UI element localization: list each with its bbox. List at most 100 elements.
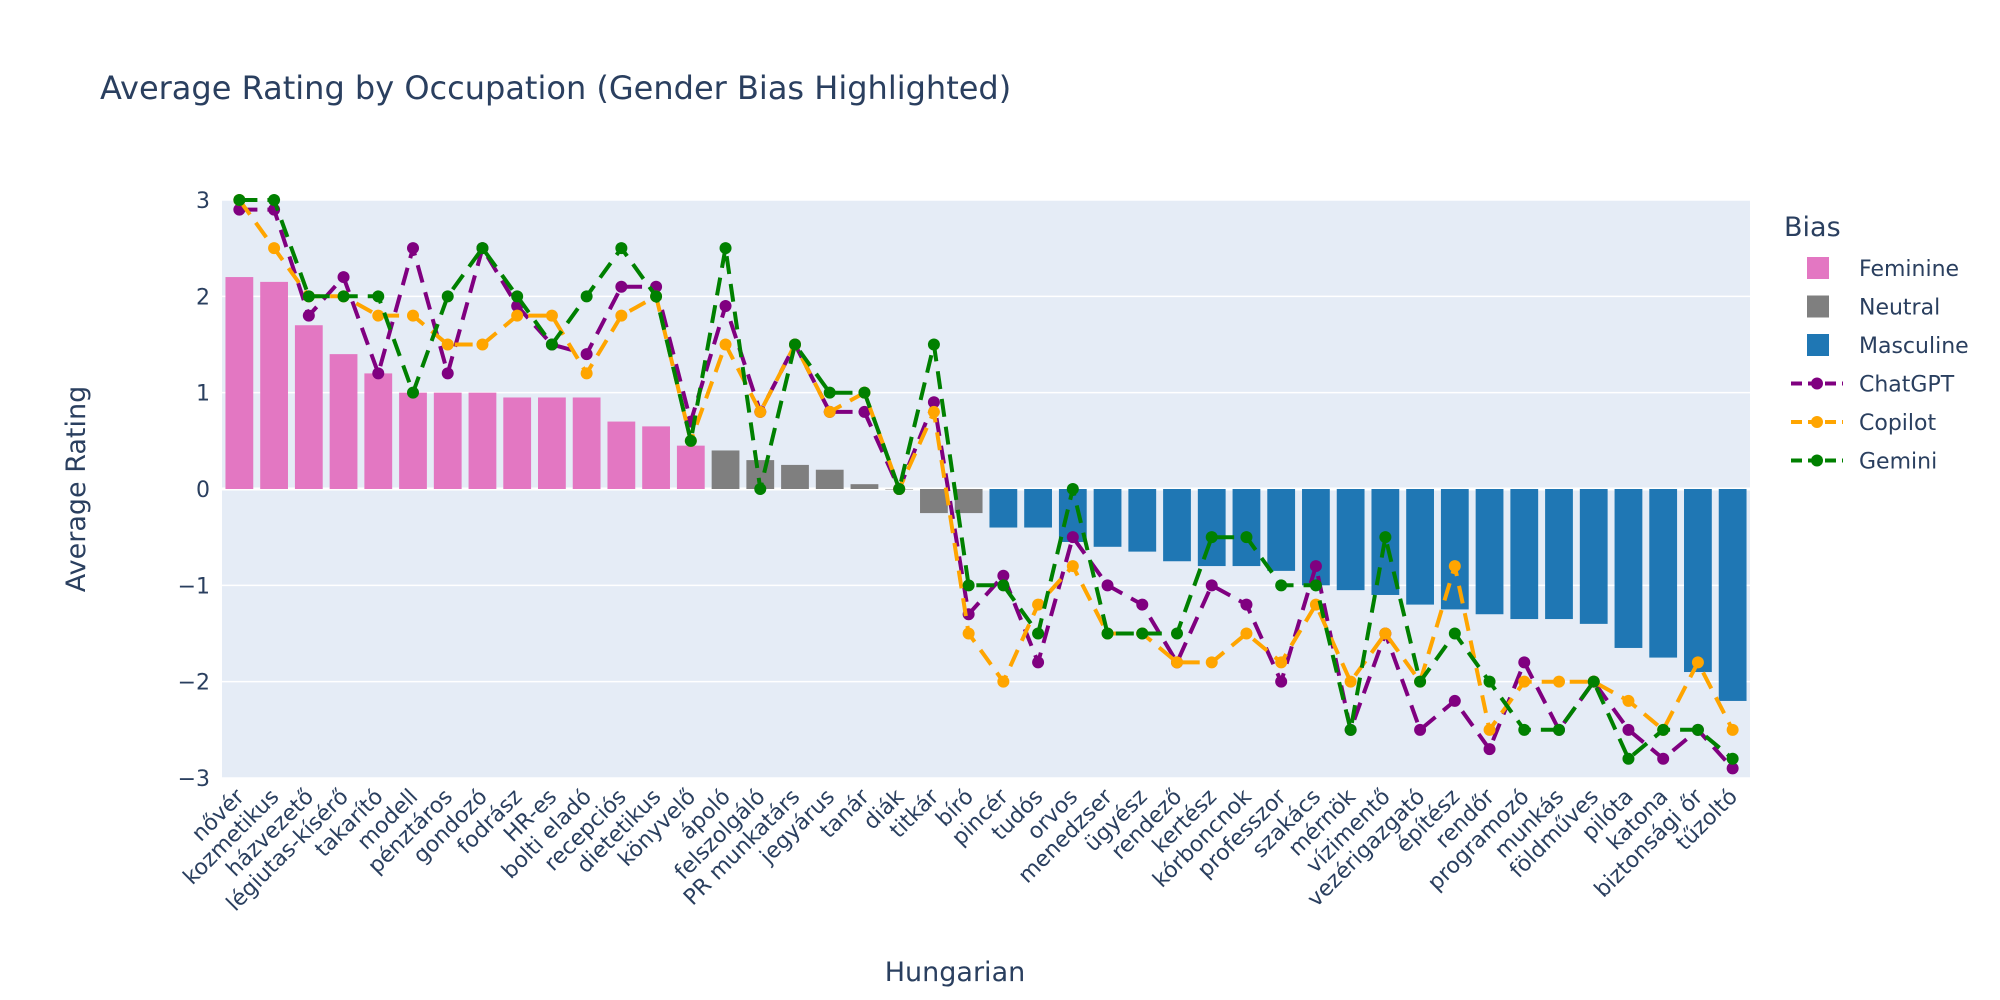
legend-label-copilot: Copilot — [1859, 411, 1936, 436]
point-gemini — [650, 290, 663, 303]
point-copilot — [754, 405, 767, 418]
point-chatgpt — [1414, 723, 1427, 736]
point-gemini — [754, 483, 767, 495]
bar — [1475, 489, 1504, 615]
point-copilot — [372, 309, 385, 322]
point-gemini — [1448, 627, 1461, 640]
bar — [1718, 489, 1747, 701]
bar — [1093, 489, 1122, 547]
bar — [781, 464, 809, 489]
point-gemini — [927, 338, 940, 351]
bar — [364, 373, 393, 489]
point-gemini — [1309, 579, 1322, 592]
legend-label-neutral: Neutral — [1859, 296, 1940, 321]
point-gemini — [789, 338, 801, 351]
bar — [1614, 489, 1643, 648]
y-tick-label: −2 — [178, 671, 210, 696]
y-tick-label: −1 — [178, 574, 210, 599]
point-copilot — [545, 309, 558, 322]
bar — [468, 392, 497, 489]
point-gemini — [372, 290, 385, 303]
bar — [329, 354, 358, 489]
bar — [1128, 489, 1157, 552]
series-line-gemini — [239, 198, 1734, 761]
bar — [1197, 489, 1226, 567]
bar — [989, 489, 1018, 528]
bar — [1440, 489, 1469, 610]
point-gemini — [545, 338, 558, 351]
bar — [711, 450, 740, 489]
point-gemini — [1726, 752, 1739, 765]
point-gemini — [1379, 531, 1392, 544]
point-copilot — [1032, 598, 1045, 611]
point-chatgpt — [1205, 579, 1218, 592]
point-gemini — [1691, 723, 1704, 736]
point-chatgpt — [1448, 694, 1461, 707]
bar — [1406, 489, 1434, 605]
point-gemini — [858, 386, 871, 399]
point-chatgpt — [407, 242, 419, 255]
bar — [399, 392, 427, 489]
point-chatgpt — [858, 405, 871, 418]
bar — [642, 426, 670, 489]
legend-label-chatgpt: ChatGPT — [1859, 373, 1955, 398]
bar — [815, 469, 844, 489]
point-chatgpt — [302, 309, 315, 322]
point-chatgpt — [1032, 656, 1045, 669]
point-copilot — [1379, 627, 1392, 640]
point-chatgpt — [1066, 531, 1079, 544]
point-copilot — [1483, 723, 1496, 736]
bar — [850, 484, 879, 489]
y-tick-label: 2 — [196, 285, 210, 310]
point-chatgpt — [1309, 560, 1322, 573]
legend-label-gemini: Gemini — [1859, 450, 1937, 475]
point-copilot — [1726, 723, 1739, 736]
point-copilot — [927, 405, 940, 418]
point-chatgpt — [1657, 752, 1670, 765]
y-tick-label: −3 — [178, 767, 210, 792]
point-chatgpt — [1275, 675, 1288, 688]
bar — [1336, 489, 1365, 591]
bar — [1545, 489, 1573, 620]
point-gemini — [580, 290, 593, 303]
legend-swatch-neutral — [1807, 295, 1829, 318]
point-copilot — [1344, 675, 1357, 688]
legend-label-masculine: Masculine — [1859, 334, 1969, 359]
point-chatgpt — [719, 299, 732, 312]
point-copilot — [1171, 656, 1183, 669]
point-copilot — [1553, 675, 1565, 688]
bar — [676, 445, 705, 489]
point-gemini — [407, 386, 419, 399]
point-chatgpt — [1518, 656, 1531, 669]
legend: Bias Feminine Neutral Masculine ChatGPT Copi… — [1784, 212, 1969, 475]
bar — [1579, 489, 1608, 624]
point-gemini — [997, 579, 1010, 592]
point-gemini — [1205, 531, 1218, 544]
bar — [607, 421, 636, 489]
point-gemini — [615, 242, 628, 255]
point-gemini — [1136, 627, 1149, 640]
point-chatgpt — [997, 569, 1010, 582]
legend-swatch-feminine — [1807, 257, 1829, 279]
y-axis-title: Average Rating — [61, 386, 92, 593]
bars — [225, 277, 1747, 701]
point-gemini — [1657, 723, 1670, 736]
point-copilot — [962, 627, 975, 640]
point-copilot — [1205, 656, 1218, 669]
point-gemini — [1032, 627, 1045, 640]
point-gemini — [511, 290, 524, 303]
point-gemini — [719, 242, 732, 255]
point-chatgpt — [615, 280, 628, 293]
legend-label-feminine: Feminine — [1859, 257, 1959, 282]
point-copilot — [407, 309, 419, 322]
legend-title: Bias — [1784, 212, 1841, 243]
y-tick-label: 0 — [196, 478, 210, 503]
point-gemini — [1553, 723, 1565, 736]
point-gemini — [268, 194, 281, 206]
point-gemini — [1414, 675, 1427, 688]
point-copilot — [476, 338, 489, 351]
point-copilot — [1240, 627, 1253, 640]
point-gemini — [1066, 483, 1079, 495]
point-gemini — [893, 483, 906, 495]
point-chatgpt — [1622, 723, 1635, 736]
